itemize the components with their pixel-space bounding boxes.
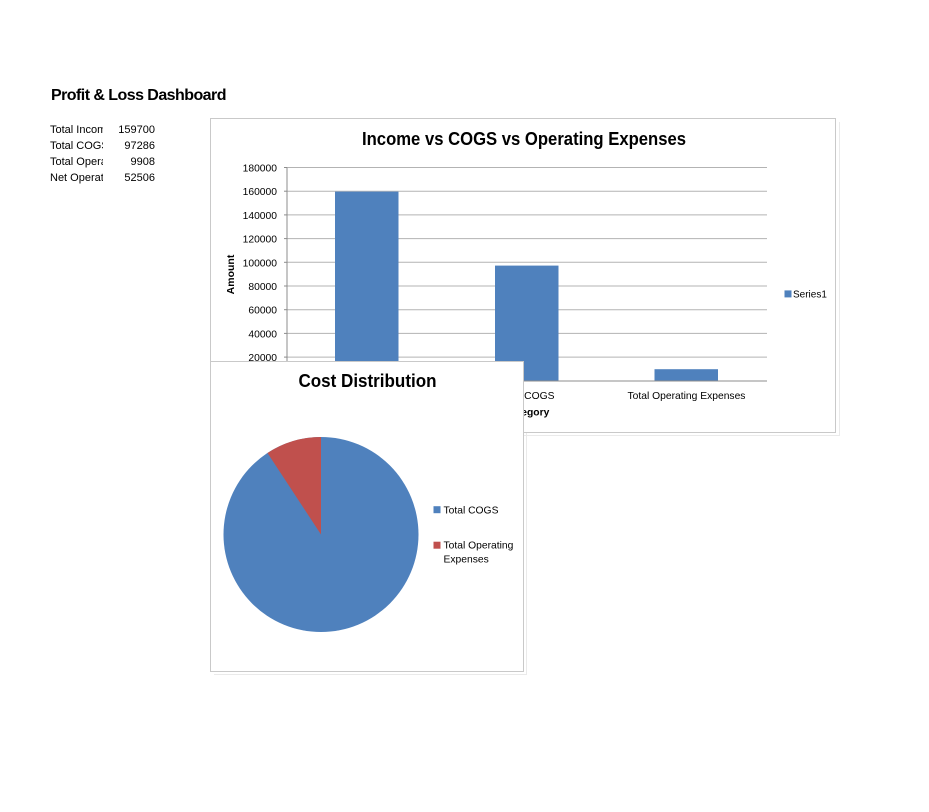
svg-text:Cost Distribution: Cost Distribution [299,370,437,391]
svg-text:40000: 40000 [248,329,277,340]
svg-text:Total Operating: Total Operating [444,541,514,552]
svg-text:80000: 80000 [248,282,277,293]
svg-text:Expenses: Expenses [444,555,489,566]
svg-text:140000: 140000 [243,211,278,222]
svg-text:100000: 100000 [243,258,278,269]
svg-text:Total Operating Expenses: Total Operating Expenses [628,391,746,402]
svg-text:160000: 160000 [243,187,278,198]
svg-text:120000: 120000 [243,235,278,246]
svg-text:20000: 20000 [248,353,277,364]
svg-text:60000: 60000 [248,306,277,317]
svg-text:Total COGS: Total COGS [444,506,499,517]
svg-text:Income vs COGS vs Operating Ex: Income vs COGS vs Operating Expenses [362,128,686,149]
svg-text:Amount: Amount [225,254,237,294]
svg-text:180000: 180000 [243,164,278,175]
svg-text:Category: Category [505,408,550,419]
svg-text:Series1: Series1 [793,290,827,301]
svg-text:Total COGS: Total COGS [500,391,555,402]
